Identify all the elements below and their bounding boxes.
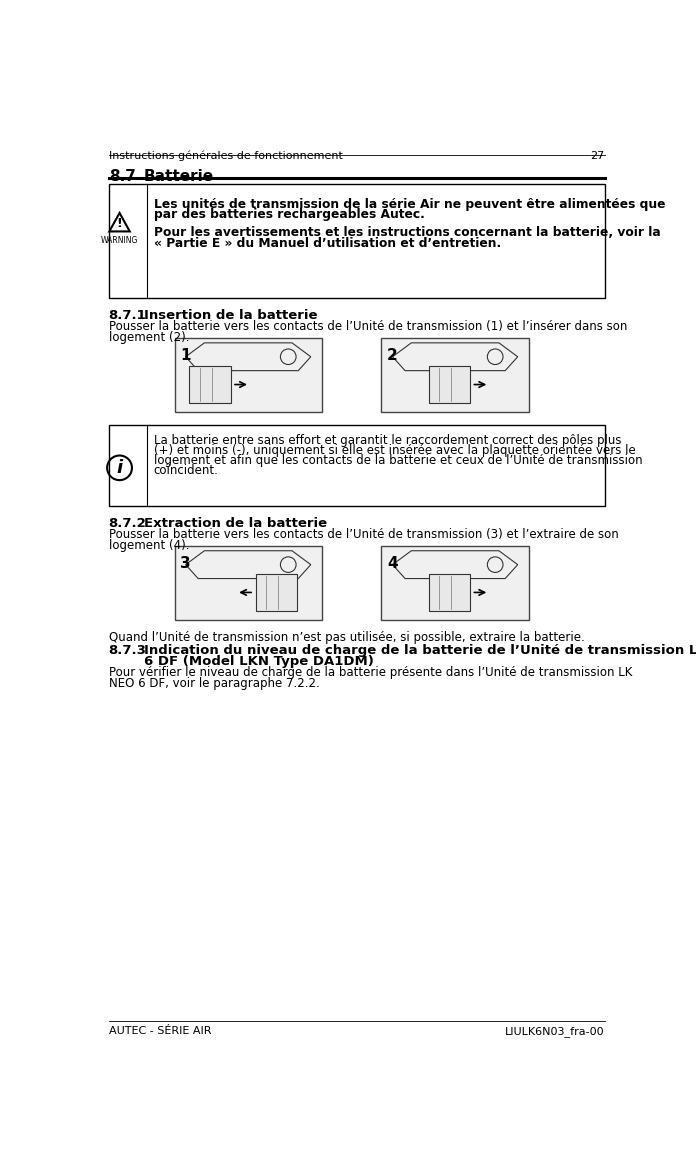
Text: Insertion de la batterie: Insertion de la batterie bbox=[143, 309, 317, 323]
Text: 1: 1 bbox=[180, 347, 191, 362]
FancyBboxPatch shape bbox=[175, 339, 322, 411]
Text: logement (4).: logement (4). bbox=[109, 538, 189, 552]
FancyBboxPatch shape bbox=[175, 546, 322, 620]
Text: 8.7.1: 8.7.1 bbox=[109, 309, 146, 323]
Text: 2: 2 bbox=[387, 347, 397, 362]
Text: Pousser la batterie vers les contacts de l’Unité de transmission (3) et l’extrai: Pousser la batterie vers les contacts de… bbox=[109, 528, 619, 541]
Text: Instructions générales de fonctionnement: Instructions générales de fonctionnement bbox=[109, 150, 342, 161]
Polygon shape bbox=[255, 574, 296, 610]
FancyBboxPatch shape bbox=[381, 339, 529, 411]
Text: 8.7.2: 8.7.2 bbox=[109, 517, 146, 530]
FancyBboxPatch shape bbox=[381, 546, 529, 620]
Text: coïncident.: coïncident. bbox=[154, 464, 219, 476]
Text: AUTEC - SÉRIE AIR: AUTEC - SÉRIE AIR bbox=[109, 1026, 211, 1036]
Text: 4: 4 bbox=[387, 556, 397, 571]
FancyBboxPatch shape bbox=[109, 184, 605, 297]
Text: 8.7.3: 8.7.3 bbox=[109, 644, 147, 657]
Text: Indication du niveau de charge de la batterie de l’Unité de transmission LK NEO: Indication du niveau de charge de la bat… bbox=[143, 644, 696, 657]
Polygon shape bbox=[429, 366, 470, 403]
Text: Les unités de transmission de la série Air ne peuvent être alimentées que: Les unités de transmission de la série A… bbox=[154, 198, 665, 211]
Text: logement (2).: logement (2). bbox=[109, 331, 189, 344]
Text: 8.7: 8.7 bbox=[109, 169, 136, 184]
Text: 27: 27 bbox=[590, 150, 605, 161]
Polygon shape bbox=[189, 366, 230, 403]
Text: 3: 3 bbox=[180, 556, 191, 571]
FancyBboxPatch shape bbox=[109, 425, 605, 506]
Text: Batterie: Batterie bbox=[143, 169, 214, 184]
Text: Extraction de la batterie: Extraction de la batterie bbox=[143, 517, 326, 530]
Text: Pousser la batterie vers les contacts de l’Unité de transmission (1) et l’insére: Pousser la batterie vers les contacts de… bbox=[109, 320, 627, 333]
Text: NEO 6 DF, voir le paragraphe 7.2.2.: NEO 6 DF, voir le paragraphe 7.2.2. bbox=[109, 677, 319, 690]
Text: « Partie E » du Manuel d’utilisation et d’entretien.: « Partie E » du Manuel d’utilisation et … bbox=[154, 236, 501, 249]
Text: i: i bbox=[116, 459, 122, 476]
Text: !: ! bbox=[117, 217, 122, 230]
Polygon shape bbox=[429, 574, 470, 610]
Text: WARNING: WARNING bbox=[101, 236, 139, 245]
Text: logement et afin que les contacts de la batterie et ceux de l’Unité de transmiss: logement et afin que les contacts de la … bbox=[154, 454, 642, 467]
Text: Quand l’Unité de transmission n’est pas utilisée, si possible, extraire la batte: Quand l’Unité de transmission n’est pas … bbox=[109, 631, 585, 644]
Text: par des batteries rechargeables Autec.: par des batteries rechargeables Autec. bbox=[154, 209, 425, 221]
Text: LIULK6N03_fra-00: LIULK6N03_fra-00 bbox=[505, 1026, 605, 1037]
Text: Pour vérifier le niveau de charge de la batterie présente dans l’Unité de transm: Pour vérifier le niveau de charge de la … bbox=[109, 666, 632, 679]
Text: (+) et moins (-), uniquement si elle est insérée avec la plaquette orientée vers: (+) et moins (-), uniquement si elle est… bbox=[154, 444, 635, 457]
Text: 6 DF (Model LKN Type DA1DM): 6 DF (Model LKN Type DA1DM) bbox=[143, 655, 374, 668]
Text: Pour les avertissements et les instructions concernant la batterie, voir la: Pour les avertissements et les instructi… bbox=[154, 226, 661, 239]
Text: La batterie entre sans effort et garantit le raccordement correct des pôles plus: La batterie entre sans effort et garanti… bbox=[154, 433, 621, 447]
